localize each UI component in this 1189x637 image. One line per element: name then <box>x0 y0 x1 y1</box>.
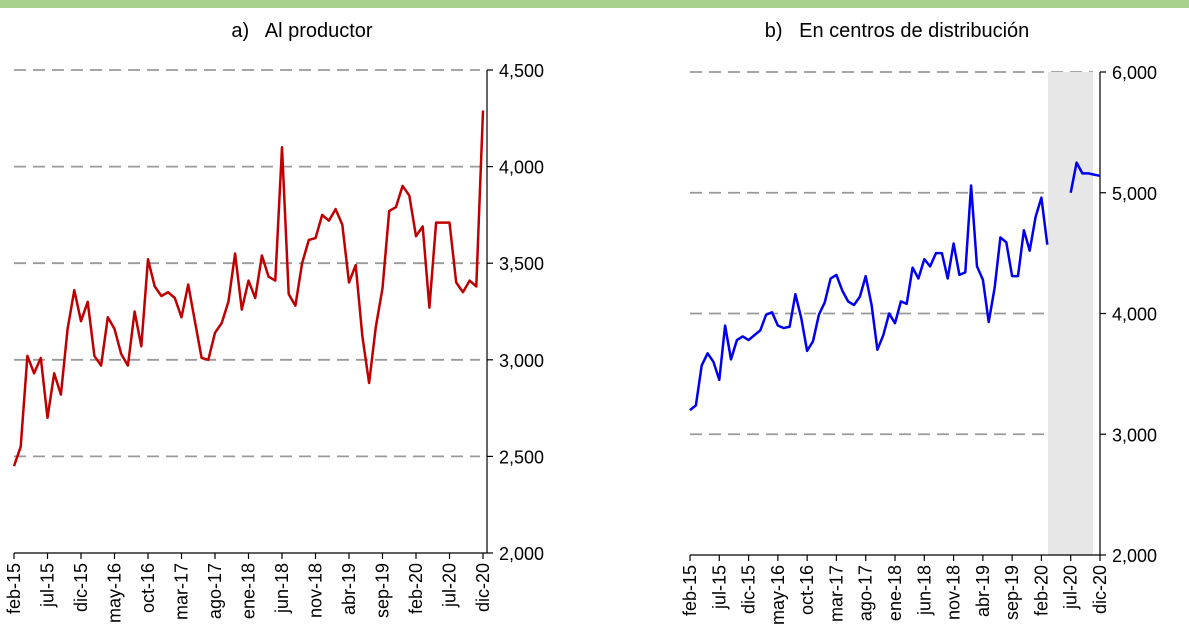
x-tick-label: may-16 <box>768 565 788 625</box>
y-tick-label: 2,000 <box>499 544 544 564</box>
x-tick-label: nov-18 <box>944 565 964 620</box>
y-tick-label: 6,000 <box>1112 63 1157 83</box>
x-tick-label: dic-20 <box>1090 565 1110 614</box>
x-tick-label: sep-19 <box>1002 565 1022 620</box>
x-tick-label: jul-15 <box>38 563 58 608</box>
y-tick-label: 5,000 <box>1112 184 1157 204</box>
x-tick-label: dic-20 <box>473 563 493 612</box>
grid-a <box>14 69 480 458</box>
x-tick-label: dic-15 <box>71 563 91 612</box>
x-tick-label: jun-18 <box>272 563 292 614</box>
x-tick-label: jul-20 <box>1061 565 1081 610</box>
y-tick-label: 4,500 <box>499 61 544 81</box>
y-tick-label: 4,000 <box>499 158 544 178</box>
banner <box>0 0 1189 8</box>
x-tick-label: feb-15 <box>680 565 700 616</box>
x-tick-label: jun-18 <box>914 565 934 616</box>
x-tick-label: abr-19 <box>973 565 993 617</box>
chart-title: a) Al productor <box>231 20 373 42</box>
y-tick-label: 3,000 <box>499 351 544 371</box>
y-tick-label: 2,000 <box>1112 546 1157 566</box>
y-tick-label: 4,000 <box>1112 305 1157 325</box>
grid-b <box>690 71 1093 436</box>
shaded-period <box>1048 72 1093 555</box>
x-tick-label: jul-20 <box>440 563 460 608</box>
x-tick-label: ene-18 <box>239 563 259 619</box>
x-tick-label: abr-19 <box>339 563 359 615</box>
data-line <box>12 110 485 467</box>
y-tick-label: 3,500 <box>499 254 544 274</box>
x-tick-label: oct-16 <box>797 565 817 615</box>
content: a) Al productor 2,000 2,500 3,000 3,500 4,000… <box>4 20 1157 625</box>
chart-title: b) En centros de distribución <box>765 20 1030 42</box>
data-line <box>689 161 1101 412</box>
x-tick-label: dic-15 <box>739 565 759 614</box>
x-tick-label: ene-18 <box>885 565 905 621</box>
x-tick-label: feb-20 <box>406 563 426 614</box>
x-tick-label: ago-17 <box>856 565 876 621</box>
x-tick-label: feb-20 <box>1031 565 1051 616</box>
y-tick-label: 3,000 <box>1112 425 1157 445</box>
x-tick-label: mar-17 <box>172 563 192 620</box>
x-tick-label: ago-17 <box>205 563 225 619</box>
x-tick-label: feb-15 <box>4 563 24 614</box>
x-tick-label: oct-16 <box>138 563 158 613</box>
x-tick-label: sep-19 <box>373 563 393 618</box>
y-tick-label: 2,500 <box>499 447 544 467</box>
x-tick-label: jul-15 <box>709 565 729 610</box>
x-tick-label: may-16 <box>105 563 125 623</box>
x-tick-label: mar-17 <box>826 565 846 622</box>
x-tick-label: nov-18 <box>306 563 326 618</box>
